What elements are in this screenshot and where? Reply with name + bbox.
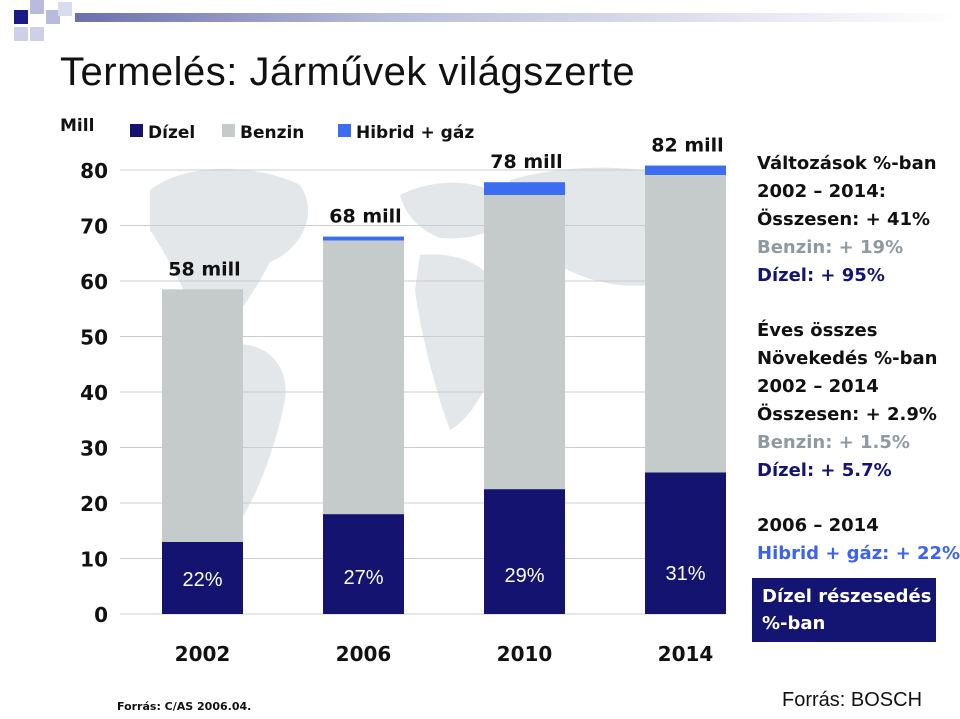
changes-period: 2002 – 2014: <box>757 181 886 202</box>
y-tick-label: 40 <box>80 381 108 405</box>
header-bar <box>0 0 960 50</box>
bar-segment-hybrid <box>645 165 726 175</box>
legend-swatch-petrol <box>222 124 235 137</box>
annual-diesel: Dízel: + 5.7% <box>757 460 892 481</box>
hybrid-block: 2006 – 2014 Hibrid + gáz: + 22% <box>757 512 960 568</box>
source-right: Forrás: BOSCH <box>782 689 923 711</box>
x-tick-label: 2006 <box>336 642 392 666</box>
changes-heading: Változások %-ban <box>757 153 937 174</box>
y-tick-label: 30 <box>80 437 108 461</box>
y-tick-label: 0 <box>94 603 108 627</box>
bar-segment-petrol <box>323 240 404 515</box>
square-5 <box>30 27 44 41</box>
hybrid-period: 2006 – 2014 <box>757 515 879 536</box>
x-tick-label: 2002 <box>175 642 231 666</box>
x-tick-label: 2010 <box>497 642 553 666</box>
diesel-share-label: 27% <box>343 567 383 589</box>
diesel-share-label: 22% <box>182 569 222 591</box>
diesel-share-badge: Dízel részesedés %-ban <box>752 578 936 642</box>
y-tick-label: 60 <box>80 270 108 294</box>
page-title: Termelés: Járművek világszerte <box>60 50 636 94</box>
source-left: Forrás: C/AS 2006.04. <box>117 700 252 713</box>
hybrid-growth: Hibrid + gáz: + 22% <box>757 543 960 564</box>
changes-petrol: Benzin: + 19% <box>757 237 904 258</box>
y-tick-label: 50 <box>80 326 108 350</box>
square-3 <box>46 10 60 24</box>
bar-segment-petrol <box>645 174 726 473</box>
changes-total: Összesen: + 41% <box>757 209 931 230</box>
bar-segment-hybrid <box>484 182 565 195</box>
y-tick-label: 80 <box>80 159 108 183</box>
legend-swatch-diesel <box>130 124 143 137</box>
legend: Dízel Benzin Hibrid + gáz <box>130 123 474 143</box>
bar-total-label: 68 mill <box>329 206 401 228</box>
bar-segment-diesel <box>484 489 565 614</box>
legend-swatch-hybrid <box>338 124 351 137</box>
y-axis-label: Mill <box>60 116 94 136</box>
badge-line-2: %-ban <box>762 613 826 634</box>
bars: 58 mill 22% 68 mill 27% 78 mill 29% 82 mill 31% <box>162 135 726 614</box>
bar-segment-diesel <box>645 472 726 614</box>
square-4 <box>14 27 28 41</box>
annual-total: Összesen: + 2.9% <box>757 404 937 425</box>
square-2 <box>30 0 44 14</box>
legend-label-diesel: Dízel <box>148 123 195 143</box>
square-1 <box>14 10 28 24</box>
badge-line-1: Dízel részesedés <box>762 586 932 607</box>
bar-segment-petrol <box>484 194 565 490</box>
bar-segment-diesel <box>323 514 404 614</box>
header-gradient <box>75 13 960 22</box>
y-axis: 0 10 20 30 40 50 60 70 80 <box>80 159 108 627</box>
bar-segment-diesel <box>162 541 243 614</box>
square-6 <box>58 2 72 16</box>
legend-label-hybrid: Hibrid + gáz <box>356 123 474 143</box>
y-tick-label: 70 <box>80 215 108 239</box>
x-tick-label: 2014 <box>658 642 714 666</box>
x-axis: 2002 2006 2010 2014 <box>175 642 714 666</box>
bar-total-label: 82 mill <box>651 135 723 157</box>
annual-heading-1: Éves összes <box>757 320 878 341</box>
changes-block: Változások %-ban 2002 – 2014: Összesen: … <box>757 150 957 290</box>
side-panel: Változások %-ban 2002 – 2014: Összesen: … <box>757 150 960 595</box>
y-tick-label: 10 <box>80 548 108 572</box>
bar-segment-petrol <box>162 289 243 542</box>
diesel-share-label: 31% <box>665 563 705 585</box>
diesel-share-label: 29% <box>504 565 544 587</box>
annual-block: Éves összes Növekedés %-ban 2002 – 2014 … <box>757 317 957 485</box>
bar-total-label: 58 mill <box>168 258 240 280</box>
bar-total-label: 78 mill <box>490 151 562 173</box>
legend-label-petrol: Benzin <box>240 123 304 143</box>
annual-petrol: Benzin: + 1.5% <box>757 432 910 453</box>
bar-segment-hybrid <box>323 236 404 241</box>
changes-diesel: Dízel: + 95% <box>757 265 885 286</box>
annual-heading-2: Növekedés %-ban <box>757 348 938 369</box>
annual-period: 2002 – 2014 <box>757 376 879 397</box>
y-tick-label: 20 <box>80 492 108 516</box>
